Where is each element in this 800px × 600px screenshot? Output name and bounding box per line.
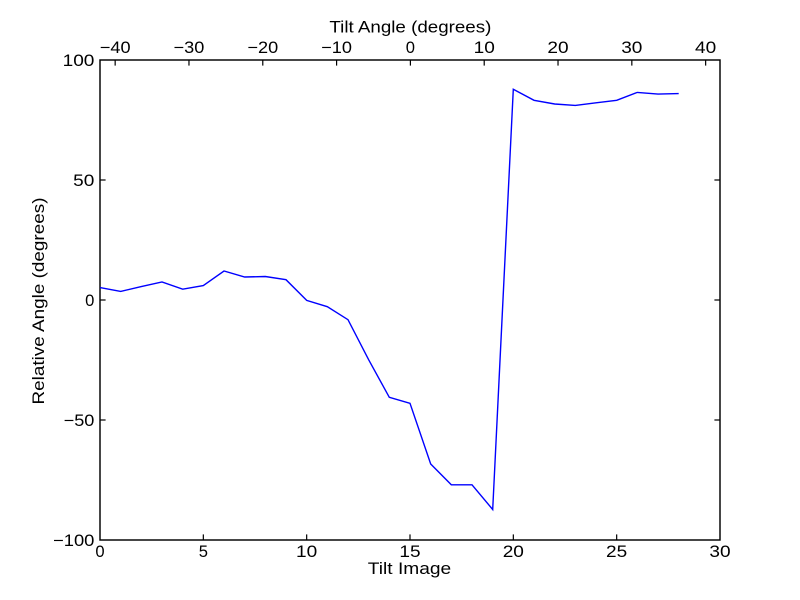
svg-text:20: 20 — [503, 542, 524, 561]
svg-text:10: 10 — [296, 542, 317, 561]
svg-text:Tilt Angle (degrees): Tilt Angle (degrees) — [329, 18, 491, 37]
svg-text:100: 100 — [63, 51, 95, 70]
svg-text:−40: −40 — [100, 38, 131, 57]
svg-text:40: 40 — [695, 38, 716, 57]
svg-text:10: 10 — [474, 38, 495, 57]
svg-text:0: 0 — [85, 291, 94, 310]
svg-text:−30: −30 — [174, 38, 205, 57]
svg-text:−50: −50 — [64, 411, 95, 430]
svg-text:Tilt Image: Tilt Image — [368, 559, 451, 578]
svg-text:5: 5 — [199, 542, 208, 561]
svg-text:20: 20 — [547, 38, 568, 57]
svg-text:−100: −100 — [53, 531, 94, 550]
svg-text:0: 0 — [406, 38, 415, 57]
svg-text:−10: −10 — [321, 38, 352, 57]
svg-text:50: 50 — [73, 171, 94, 190]
svg-text:15: 15 — [399, 542, 420, 561]
svg-text:Relative Angle (degrees): Relative Angle (degrees) — [29, 198, 48, 405]
svg-text:30: 30 — [709, 542, 730, 561]
svg-text:25: 25 — [606, 542, 627, 561]
svg-text:0: 0 — [95, 542, 104, 561]
svg-text:−20: −20 — [247, 38, 278, 57]
svg-text:30: 30 — [621, 38, 642, 57]
